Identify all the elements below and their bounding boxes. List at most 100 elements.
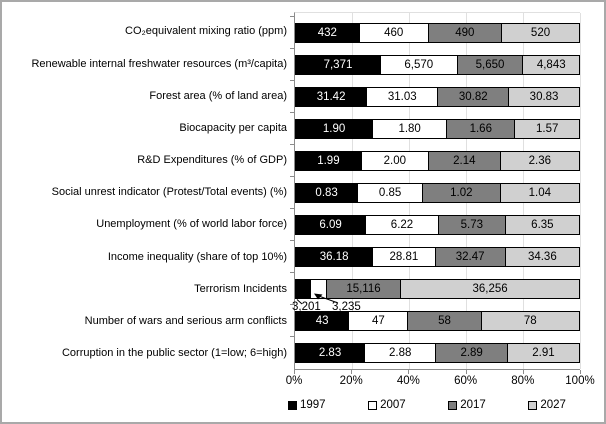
bar-segment-2017: 490 (428, 23, 503, 43)
row-label: Biocapacity per capita (179, 121, 287, 134)
bar-segment-1997: 43 (295, 311, 350, 331)
legend-swatch (528, 400, 538, 410)
legend-swatch (288, 400, 297, 410)
legend-item-2027: 2027 (528, 399, 566, 411)
bar-segment-2007: 6,570 (380, 55, 458, 75)
callout-label: 3,201 (292, 301, 321, 313)
segment-value: 30.82 (458, 91, 488, 103)
bar-row: 1.90 1.80 1.66 1.57 (290, 112, 580, 145)
segment-value: 47 (371, 315, 385, 327)
segment-value: 1.57 (535, 123, 559, 135)
x-tick-label: 20% (339, 375, 363, 387)
bar-row: 432 460 490 520 (290, 16, 580, 49)
bar-segment-1997: 1.90 (295, 119, 374, 139)
x-tick-mark (294, 370, 295, 374)
segment-value: 2.91 (532, 347, 555, 359)
category-tick (290, 176, 294, 177)
segment-value: 0.85 (378, 187, 402, 199)
category-labels-column: CO₂equivalent mixing ratio (ppm) Renewabl… (6, 16, 292, 370)
x-tick-mark (465, 370, 467, 374)
bar-segment-2007: 31.03 (367, 87, 439, 107)
segment-value: 2.36 (528, 155, 552, 167)
bar-segment-2007: 1.80 (373, 119, 448, 139)
stacked-bar: 6.09 6.22 5.73 6.35 (295, 215, 580, 235)
bar-row: 36.18 28.81 32.47 34.36 (290, 240, 580, 273)
bar-segment-1997: 0.83 (295, 183, 359, 203)
bar-segment-2017: 15,116 (326, 279, 402, 299)
x-tick-label: 100% (565, 375, 595, 387)
segment-value: 1.80 (398, 123, 421, 135)
bar-row: 0.83 0.85 1.02 1.04 (290, 176, 580, 209)
segment-value: 15,116 (346, 283, 381, 295)
segment-value: 34.36 (527, 251, 557, 263)
segment-value: 432 (317, 27, 337, 39)
x-tick-label: 40% (396, 375, 420, 387)
bar-segment-2017: 32.47 (435, 247, 506, 267)
segment-value: 30.83 (529, 91, 559, 103)
x-tick-mark (351, 370, 353, 374)
bar-segment-1997: 1.99 (295, 151, 362, 171)
stacked-bar: 36.18 28.81 32.47 34.36 (295, 247, 580, 267)
segment-value: 1.04 (528, 187, 552, 199)
bar-row: 2.83 2.88 2.89 2.91 (290, 336, 580, 369)
bar-segment-2027: 2.36 (500, 151, 580, 171)
stacked-bar: 15,116 36,256 (295, 279, 580, 299)
category-tick (290, 144, 294, 145)
bar-row: 31.42 31.03 30.82 30.83 (290, 80, 580, 113)
segment-value: 490 (455, 27, 475, 39)
bar-segment-2017: 58 (408, 311, 482, 331)
bar-segment-2027: 1.57 (515, 119, 580, 139)
stacked-bar: 7,371 6,570 5,650 4,843 (295, 55, 580, 75)
segment-value: 5.73 (460, 219, 483, 231)
segment-value: 1.90 (322, 123, 346, 135)
segment-value: 32.47 (455, 251, 485, 263)
row-label: Terrorism Incidents (194, 282, 287, 295)
row-label: Corruption in the public sector (1=low; … (61, 347, 287, 360)
segment-value: 43 (315, 315, 329, 327)
bar-segment-1997 (295, 279, 311, 299)
bar-segment-2007 (310, 279, 327, 299)
row-label: Number of wars and serious arm conflicts (84, 315, 287, 327)
stacked-bar: 1.99 2.00 2.14 2.36 (295, 151, 580, 171)
bar-row: 6.09 6.22 5.73 6.35 (290, 208, 580, 241)
bar-rows: 432 460 490 520 7,371 6,570 5,650 4,843 31.42 31.… (290, 16, 580, 369)
category-tick (290, 16, 294, 17)
segment-value: 520 (530, 27, 551, 39)
bar-segment-2017: 1.02 (423, 183, 501, 203)
stacked-bar: 2.83 2.88 2.89 2.91 (295, 343, 580, 363)
stacked-bar: 0.83 0.85 1.02 1.04 (295, 183, 580, 203)
category-tick (290, 80, 294, 81)
row-label: Unemployment (% of world labor force) (96, 218, 287, 231)
gridline (580, 13, 581, 369)
segment-value: 7,371 (323, 59, 353, 71)
x-tick-mark (522, 370, 524, 374)
segment-value: 6.35 (531, 219, 554, 231)
bar-segment-2027: 30.83 (509, 87, 580, 107)
x-axis: 0% 20% 40% 60% 80% 100% (286, 370, 595, 392)
bar-segment-2017: 5.73 (438, 215, 506, 235)
x-tick-label: 80% (511, 375, 535, 387)
bar-segment-2027: 6.35 (505, 215, 580, 235)
segment-value: 31.42 (316, 91, 346, 103)
segment-value: 58 (438, 315, 451, 327)
bar-segment-1997: 2.83 (295, 343, 366, 363)
segment-value: 6.09 (319, 219, 342, 231)
stacked-bar: 43 47 58 78 (295, 311, 580, 331)
segment-value: 5,650 (475, 59, 505, 71)
segment-value: 28.81 (389, 251, 419, 263)
bar-segment-1997: 432 (295, 23, 360, 43)
bar-segment-2027: 1.04 (500, 183, 580, 203)
bar-segment-2007: 47 (349, 311, 409, 331)
stacked-bar: 31.42 31.03 30.82 30.83 (295, 87, 580, 107)
x-tick-label: 60% (454, 375, 478, 387)
segment-value: 31.03 (387, 91, 417, 103)
stacked-bar: 432 460 490 520 (295, 23, 580, 43)
plot-area: 432 460 490 520 7,371 6,570 5,650 4,843 31.42 31.… (290, 12, 581, 370)
row-label: Social unrest indicator (Protest/Total e… (51, 186, 287, 199)
category-tick (290, 112, 294, 113)
bar-segment-2007: 460 (359, 23, 429, 43)
bar-segment-2017: 30.82 (438, 87, 510, 107)
x-tick-mark (580, 370, 581, 374)
legend-label: 2027 (540, 399, 566, 411)
bar-segment-2027: 2.91 (507, 343, 580, 363)
